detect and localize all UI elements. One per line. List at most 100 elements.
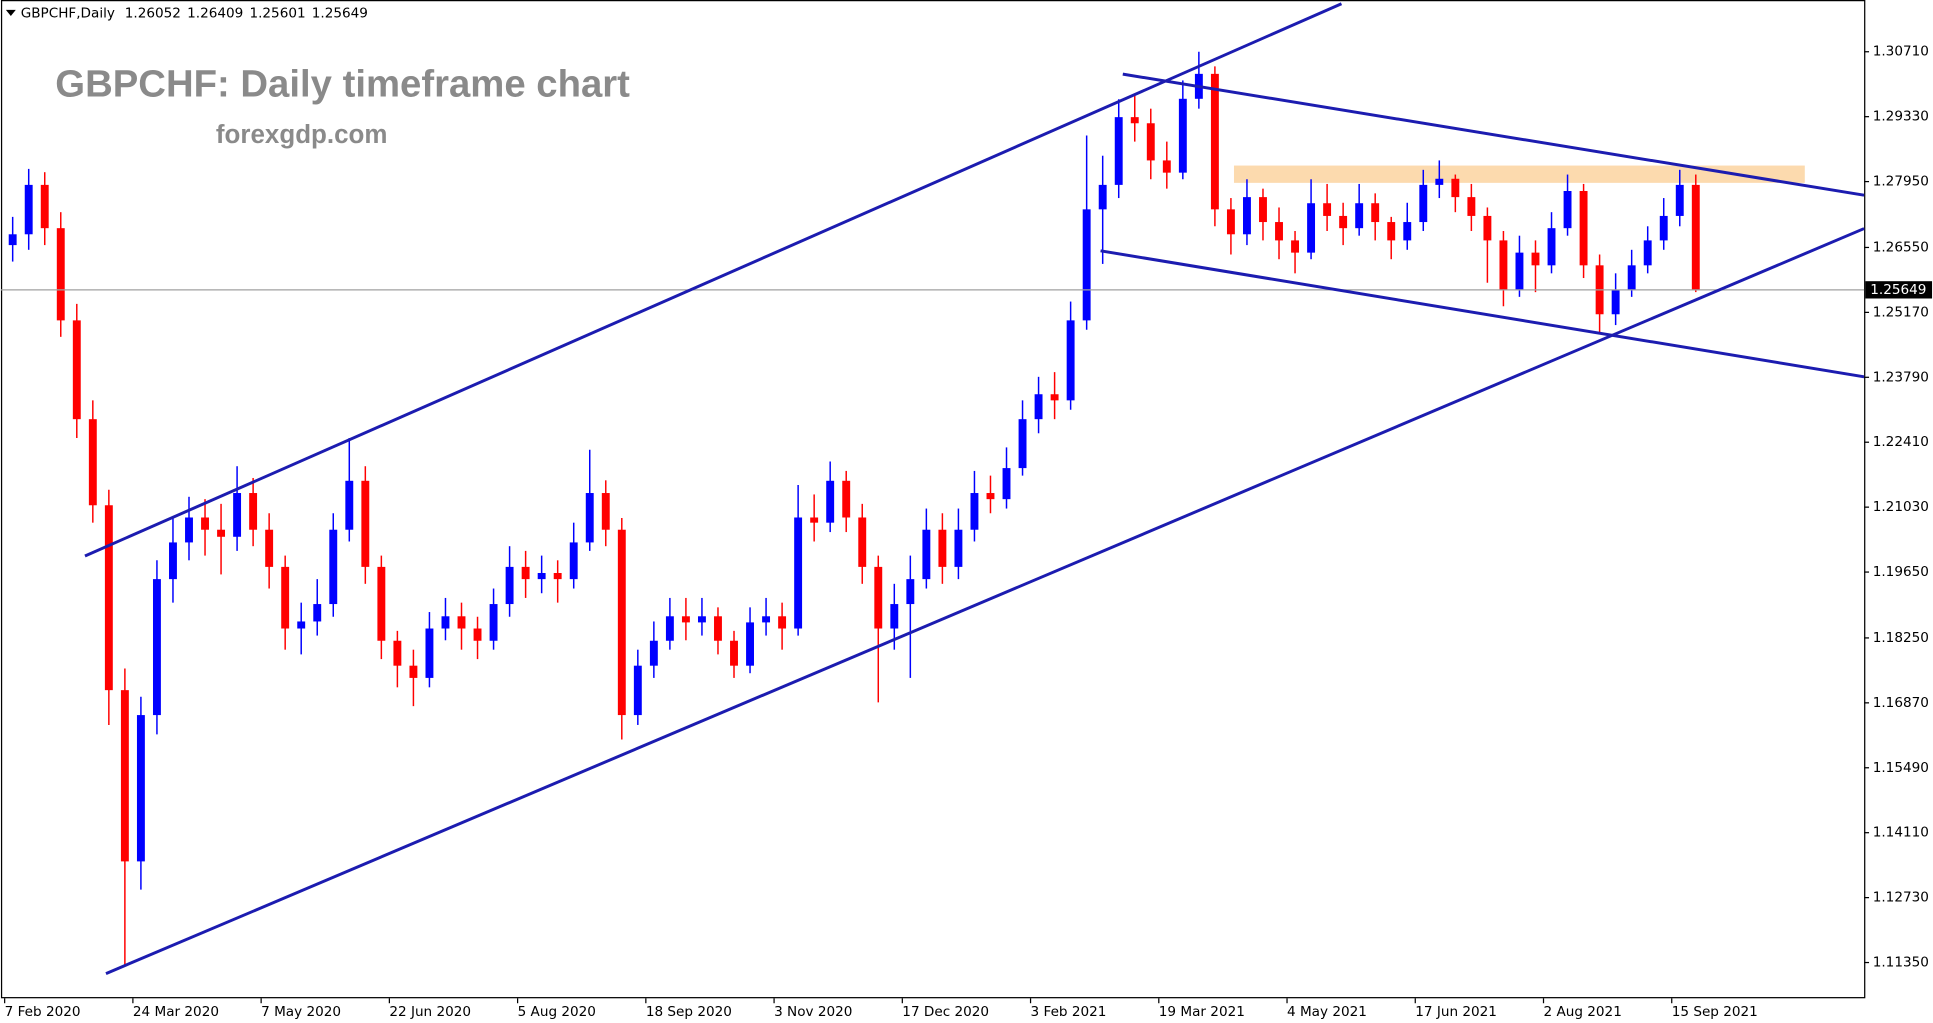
x-tick-label: 17 Dec 2020 — [902, 1004, 989, 1020]
candle-body — [938, 529, 947, 567]
y-tick-label: 1.16870 — [1873, 695, 1929, 711]
plot-frame — [0, 0, 1866, 999]
candle-body — [601, 493, 610, 530]
candle-body — [1531, 252, 1540, 266]
x-tick-label: 3 Nov 2020 — [774, 1004, 852, 1020]
y-tick-label: 1.18250 — [1873, 630, 1929, 646]
candle-body — [393, 640, 402, 666]
candle-body — [1002, 468, 1011, 500]
x-tick-label: 19 Mar 2021 — [1159, 1004, 1245, 1020]
candle-body — [714, 616, 722, 641]
candle-body — [1243, 197, 1251, 235]
candle-body — [1066, 320, 1075, 401]
candle-body — [1275, 222, 1283, 241]
candle-body — [313, 604, 322, 622]
y-tick-label: 1.26550 — [1873, 239, 1929, 255]
candle-body — [1419, 184, 1428, 223]
y-tick-label: 1.19650 — [1873, 564, 1929, 580]
candle-body — [906, 579, 915, 605]
open-value: 1.26052 — [125, 6, 181, 22]
high-value: 1.26409 — [187, 6, 243, 22]
candle-body — [810, 517, 819, 523]
last-price-box — [1865, 281, 1933, 299]
candle-body — [104, 505, 113, 691]
candle-body — [890, 604, 899, 629]
candle-body — [152, 579, 161, 716]
y-tick-label: 1.27950 — [1873, 174, 1929, 190]
candle-body — [361, 480, 370, 567]
x-tick-label: 7 May 2020 — [261, 1004, 341, 1020]
y-tick-label: 1.21030 — [1873, 499, 1929, 515]
symbol: GBPCHF,Daily — [21, 6, 115, 22]
candle-body — [633, 665, 642, 716]
candle-body — [1371, 203, 1380, 223]
candle-body — [922, 529, 931, 580]
candle-body — [1226, 209, 1235, 235]
candle-body — [1563, 191, 1572, 229]
candle-body — [986, 493, 995, 500]
upper-channel-line — [84, 2, 1343, 558]
candle-body — [88, 419, 97, 506]
candle-body — [697, 616, 706, 623]
last-price-label: 1.25649 — [1870, 282, 1926, 298]
candle-body — [377, 566, 386, 641]
candle-body — [1082, 209, 1091, 321]
candles — [0, 51, 1865, 966]
y-tick-label: 1.11350 — [1873, 955, 1929, 971]
candle-body — [1291, 240, 1299, 253]
y-tick-label: 1.29330 — [1873, 109, 1929, 125]
candle-body — [553, 573, 562, 580]
x-tick-label: 24 Mar 2020 — [133, 1004, 219, 1020]
candle-body — [40, 184, 49, 229]
candle-body — [457, 616, 466, 629]
descending-upper-line — [1122, 72, 1865, 197]
candle-body — [1627, 265, 1636, 290]
y-tick-label: 1.22410 — [1873, 434, 1929, 450]
candle-body — [136, 715, 145, 862]
descending-lower-line — [1100, 249, 1865, 379]
candle-body — [8, 234, 17, 246]
candle-body — [24, 184, 33, 235]
candle-body — [1547, 228, 1556, 266]
candle-body — [858, 517, 867, 567]
candle-body — [441, 616, 450, 629]
candle-body — [617, 529, 626, 716]
candle-body — [1307, 203, 1316, 253]
candle-body — [1162, 160, 1171, 173]
y-tick-label: 1.15490 — [1873, 760, 1929, 776]
menu-arrow[interactable] — [5, 9, 16, 17]
x-tick-label: 4 May 2021 — [1287, 1004, 1367, 1020]
candle-body — [1659, 215, 1668, 241]
candle-body — [521, 566, 530, 580]
x-tick-label: 3 Feb 2021 — [1031, 1004, 1107, 1020]
candle-body — [1178, 98, 1187, 173]
candle-body — [1018, 419, 1027, 469]
candle-body — [345, 480, 354, 530]
candle-body — [762, 616, 771, 623]
x-tick-label: 17 Jun 2021 — [1415, 1004, 1497, 1020]
candle-body — [1611, 289, 1620, 315]
candle-body — [970, 493, 979, 530]
candle-body — [1355, 203, 1364, 229]
candle-body — [1483, 215, 1492, 241]
candle-body — [425, 628, 434, 678]
candle-body — [778, 616, 787, 629]
candle-body — [1515, 252, 1524, 290]
candle-body — [56, 228, 65, 321]
candle-body — [217, 529, 226, 537]
candle-body — [1435, 178, 1444, 185]
low-value: 1.25601 — [249, 6, 305, 22]
candle-body — [1130, 117, 1139, 124]
chart-title: GBPCHF: Daily timeframe chart — [55, 63, 630, 106]
x-tick-label: 18 Sep 2020 — [646, 1004, 732, 1020]
candle-body — [185, 517, 193, 543]
candle-body — [730, 640, 738, 666]
close-value: 1.25649 — [312, 6, 368, 22]
candle-body — [1259, 197, 1267, 223]
candle-body — [1034, 394, 1043, 420]
candle-body — [1467, 197, 1476, 216]
candle-body — [874, 566, 883, 629]
candle-body — [681, 616, 690, 623]
